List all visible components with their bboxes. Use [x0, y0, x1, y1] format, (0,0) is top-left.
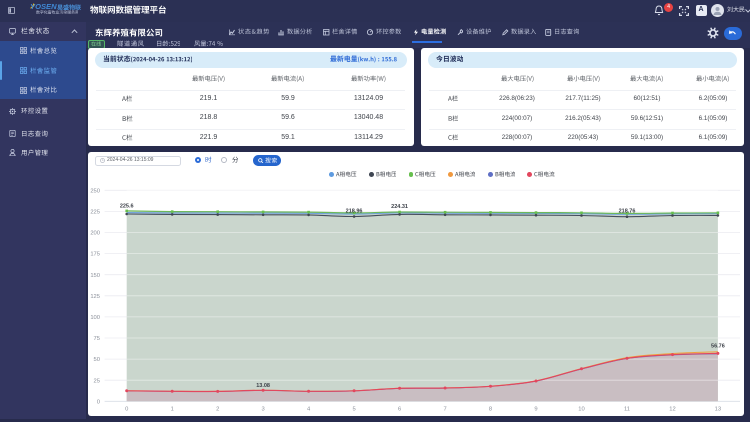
svg-text:125: 125	[90, 294, 100, 300]
svg-text:225: 225	[90, 210, 100, 216]
svg-text:218.76: 218.76	[619, 209, 636, 215]
svg-text:7: 7	[443, 407, 446, 413]
svg-text:13.08: 13.08	[256, 383, 270, 389]
svg-text:100: 100	[90, 315, 100, 321]
svg-text:13: 13	[715, 407, 721, 413]
svg-text:225.6: 225.6	[120, 203, 134, 209]
svg-text:150: 150	[90, 273, 100, 279]
svg-text:50: 50	[94, 357, 100, 363]
svg-text:250: 250	[90, 188, 100, 194]
svg-text:3: 3	[261, 407, 264, 413]
svg-text:0: 0	[125, 407, 128, 413]
svg-text:6: 6	[398, 407, 401, 413]
svg-text:0: 0	[97, 399, 100, 405]
svg-text:2: 2	[216, 407, 219, 413]
svg-text:25: 25	[94, 378, 100, 384]
svg-text:56.76: 56.76	[711, 344, 725, 350]
svg-text:12: 12	[669, 407, 675, 413]
svg-text:224.31: 224.31	[391, 204, 408, 210]
svg-text:75: 75	[94, 336, 100, 342]
svg-text:5: 5	[352, 407, 355, 413]
svg-text:9: 9	[534, 407, 537, 413]
svg-text:11: 11	[624, 407, 630, 413]
svg-text:4: 4	[307, 407, 311, 413]
svg-text:200: 200	[90, 231, 100, 237]
svg-text:218.96: 218.96	[346, 208, 363, 214]
svg-text:8: 8	[489, 407, 492, 413]
svg-text:175: 175	[90, 252, 100, 258]
svg-text:10: 10	[578, 407, 584, 413]
svg-text:1: 1	[171, 407, 174, 413]
